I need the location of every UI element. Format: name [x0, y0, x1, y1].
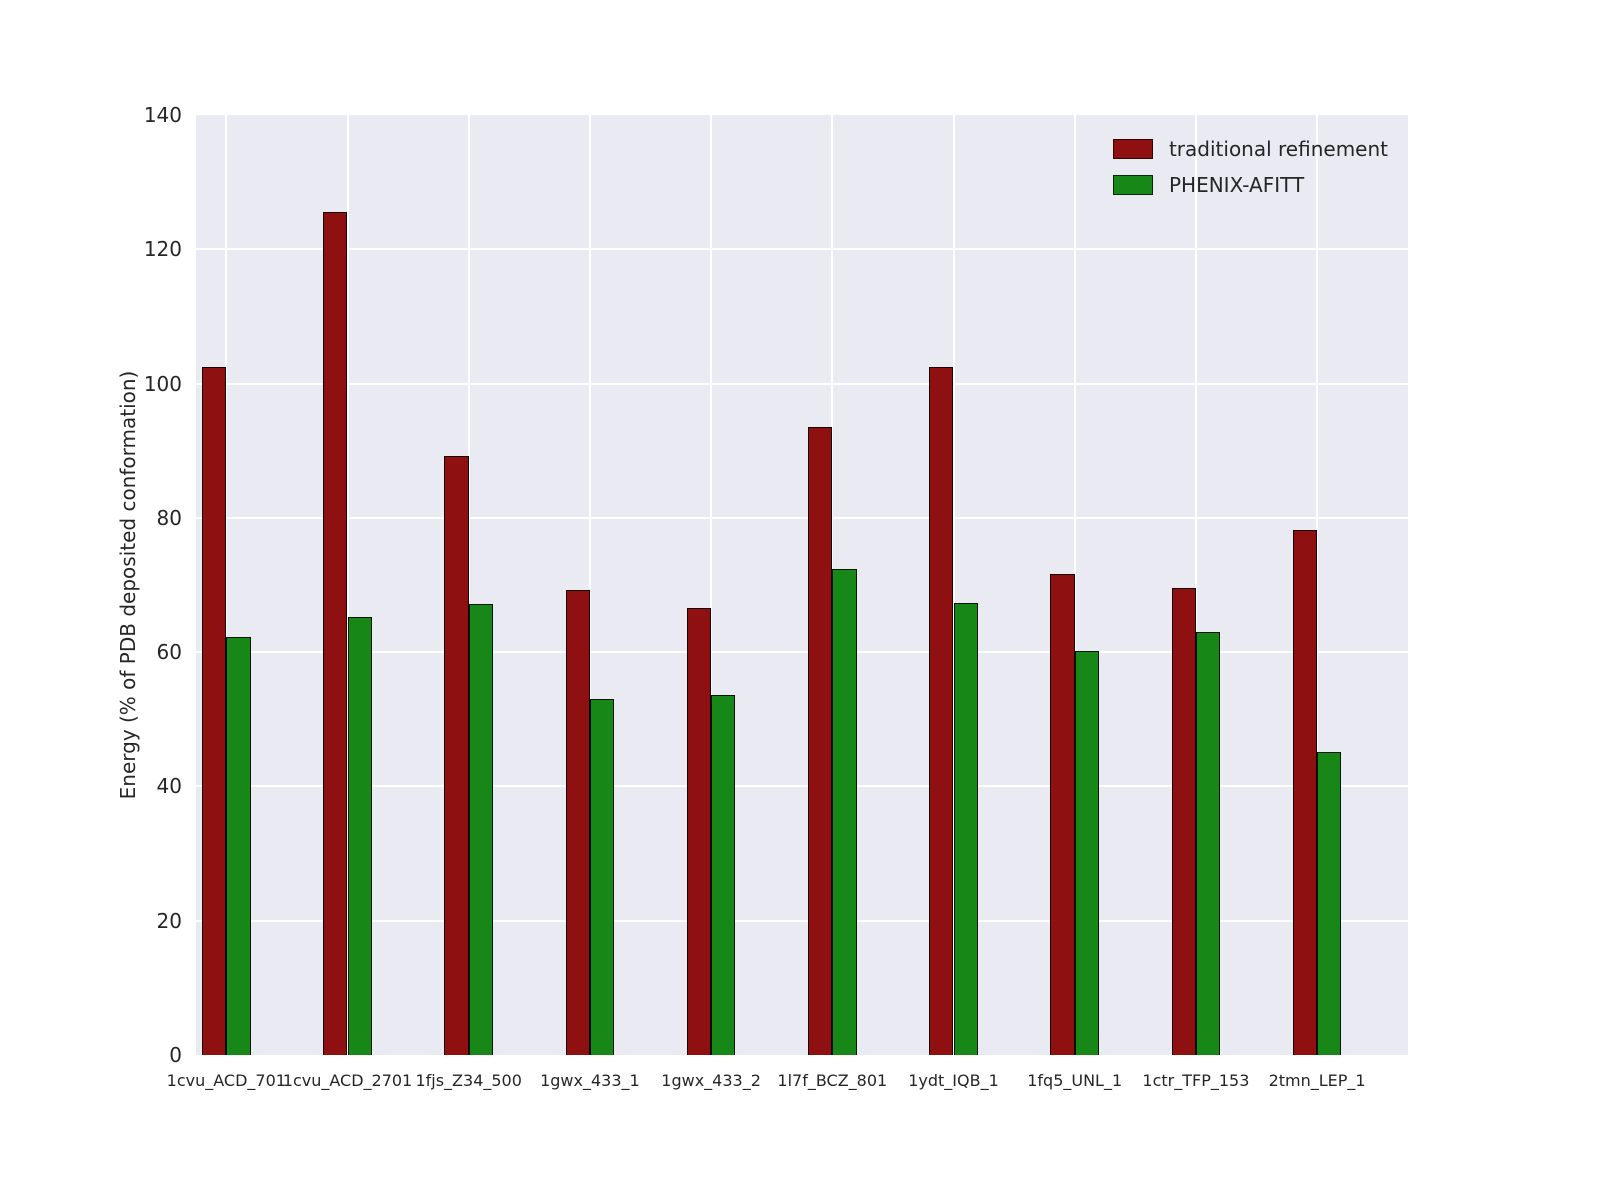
bars-layer — [196, 115, 1408, 1055]
legend: traditional refinement PHENIX-AFITT — [1107, 133, 1394, 201]
x-tick-label-1cvu_ACD_701: 1cvu_ACD_701 — [166, 1071, 286, 1090]
y-tick-label-120: 120 — [143, 237, 182, 262]
gridline-vertical-1cvu_ACD_2701 — [346, 115, 349, 1055]
y-axis-label: Energy (% of PDB deposited conformation) — [116, 370, 140, 800]
gridline-horizontal-60 — [196, 651, 1408, 654]
x-tick-label-1gwx_433_2: 1gwx_433_2 — [661, 1071, 761, 1090]
bar-traditional-refinement-1gwx_433_1 — [565, 590, 590, 1055]
gridline-vertical-1gwx_433_2 — [710, 115, 713, 1055]
legend-swatch-phenix-afitt — [1112, 175, 1153, 195]
legend-entry-phenix-afitt: PHENIX-AFITT — [1112, 173, 1388, 197]
x-tick-label-1gwx_433_1: 1gwx_433_1 — [540, 1071, 640, 1090]
gridline-horizontal-40 — [196, 785, 1408, 788]
x-tick-label-1fq5_UNL_1: 1fq5_UNL_1 — [1027, 1071, 1123, 1090]
gridline-vertical-1fjs_Z34_500 — [467, 115, 470, 1055]
ticks-layer: 0 20 40 60 80 100 120 140 1cvu_ACD_701 1cvu_ACD_2… — [144, 103, 1408, 1090]
y-tick-label-140: 140 — [143, 103, 182, 127]
y-tick-label-100: 100 — [143, 371, 182, 396]
grid-layer — [196, 115, 1408, 1055]
bar-traditional-refinement-1l7f_BCZ_801 — [808, 427, 833, 1055]
x-tick-label-1fjs_Z34_500: 1fjs_Z34_500 — [415, 1071, 522, 1090]
gridline-vertical-1cvu_ACD_701 — [225, 115, 228, 1055]
x-tick-label-1ydt_IQB_1: 1ydt_IQB_1 — [908, 1071, 999, 1090]
bar-phenix-afitt-1gwx_433_1 — [589, 699, 615, 1055]
bar-phenix-afitt-1ydt_IQB_1 — [953, 603, 978, 1055]
bar-phenix-afitt-1fq5_UNL_1 — [1074, 650, 1099, 1055]
y-tick-label-0: 0 — [169, 1043, 182, 1067]
x-tick-label-1ctr_TFP_153: 1ctr_TFP_153 — [1142, 1071, 1250, 1090]
gridline-horizontal-20 — [196, 919, 1408, 922]
bar-traditional-refinement-1cvu_ACD_2701 — [323, 212, 348, 1055]
legend-label-traditional-refinement: traditional refinement — [1168, 137, 1388, 161]
gridline-vertical-1ydt_IQB_1 — [952, 115, 955, 1055]
y-tick-label-40: 40 — [156, 774, 182, 799]
y-tick-label-20: 20 — [156, 908, 182, 933]
bar-traditional-refinement-1cvu_ACD_701 — [202, 366, 227, 1055]
bar-traditional-refinement-1fjs_Z34_500 — [444, 456, 469, 1055]
gridline-vertical-1ctr_TFP_153 — [1194, 115, 1197, 1055]
gridline-horizontal-100 — [196, 382, 1408, 385]
plot-area: 0 20 40 60 80 100 120 140 1cvu_ACD_701 1cvu_ACD_2… — [144, 103, 1408, 1090]
gridline-vertical-2tmn_LEP_1 — [1316, 115, 1319, 1055]
gridline-vertical-1fq5_UNL_1 — [1073, 115, 1076, 1055]
gridline-vertical-1gwx_433_1 — [588, 115, 591, 1055]
bar-traditional-refinement-1fq5_UNL_1 — [1050, 574, 1075, 1055]
bar-phenix-afitt-1cvu_ACD_701 — [226, 637, 251, 1055]
legend-label-phenix-afitt: PHENIX-AFITT — [1168, 173, 1305, 197]
legend-swatch-traditional-refinement — [1112, 139, 1153, 159]
bar-phenix-afitt-1ctr_TFP_153 — [1195, 632, 1221, 1055]
legend-entry-traditional-refinement: traditional refinement — [1112, 137, 1388, 161]
y-tick-label-80: 80 — [156, 505, 182, 530]
bar-traditional-refinement-1gwx_433_2 — [686, 607, 712, 1055]
x-tick-label-1l7f_BCZ_801: 1l7f_BCZ_801 — [777, 1071, 888, 1090]
bar-traditional-refinement-2tmn_LEP_1 — [1292, 529, 1318, 1055]
bar-traditional-refinement-1ydt_IQB_1 — [929, 367, 954, 1055]
bar-phenix-afitt-1l7f_BCZ_801 — [832, 568, 857, 1055]
y-tick-label-60: 60 — [156, 640, 182, 665]
x-tick-label-2tmn_LEP_1: 2tmn_LEP_1 — [1268, 1071, 1366, 1090]
bar-phenix-afitt-1gwx_433_2 — [711, 695, 736, 1055]
bar-phenix-afitt-1cvu_ACD_2701 — [347, 617, 372, 1055]
x-tick-label-1cvu_ACD_2701: 1cvu_ACD_2701 — [282, 1071, 413, 1090]
gridline-horizontal-80 — [196, 516, 1408, 519]
bar-traditional-refinement-1ctr_TFP_153 — [1171, 587, 1196, 1055]
bar-phenix-afitt-2tmn_LEP_1 — [1317, 751, 1342, 1055]
bar-phenix-afitt-1fjs_Z34_500 — [468, 604, 493, 1055]
gridline-horizontal-120 — [196, 248, 1408, 251]
